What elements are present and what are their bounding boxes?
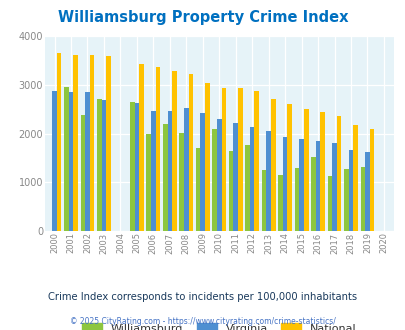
Bar (249, 127, 254, 231)
Bar (364, 152, 369, 231)
Bar (101, 100, 106, 231)
Bar (134, 104, 139, 231)
Bar (277, 175, 282, 231)
Bar (348, 150, 352, 231)
Text: © 2025 CityRating.com - https://www.cityrating.com/crime-statistics/: © 2025 CityRating.com - https://www.city… (70, 317, 335, 326)
Bar (97, 99, 101, 231)
Bar (172, 71, 176, 231)
Bar (146, 134, 151, 231)
Bar (270, 99, 275, 231)
Bar (80, 115, 85, 231)
Bar (336, 115, 341, 231)
Bar (360, 167, 364, 231)
Bar (68, 92, 73, 231)
Bar (85, 92, 90, 231)
Legend: Williamsburg, Virginia, National: Williamsburg, Virginia, National (77, 318, 360, 330)
Bar (155, 67, 160, 231)
Bar (52, 91, 57, 231)
Bar (73, 55, 78, 231)
Bar (261, 170, 266, 231)
Bar (228, 151, 233, 231)
Bar (294, 168, 298, 231)
Bar (221, 88, 226, 231)
Bar (303, 109, 308, 231)
Bar (237, 88, 242, 231)
Bar (233, 123, 237, 231)
Bar (167, 111, 172, 231)
Bar (195, 148, 200, 231)
Bar (315, 142, 320, 231)
Bar (254, 91, 258, 231)
Bar (151, 111, 155, 231)
Bar (64, 87, 68, 231)
Bar (57, 53, 61, 231)
Bar (320, 112, 324, 231)
Bar (245, 145, 249, 231)
Bar (352, 125, 357, 231)
Text: Williamsburg Property Crime Index: Williamsburg Property Crime Index (58, 10, 347, 25)
Bar (331, 143, 336, 231)
Bar (106, 56, 111, 231)
Bar (298, 140, 303, 231)
Bar (179, 133, 183, 231)
Bar (90, 55, 94, 231)
Bar (327, 176, 331, 231)
Bar (162, 124, 167, 231)
Bar (282, 137, 287, 231)
Bar (216, 119, 221, 231)
Bar (343, 169, 348, 231)
Bar (200, 113, 205, 231)
Bar (212, 129, 216, 231)
Bar (205, 83, 209, 231)
Bar (183, 108, 188, 231)
Bar (266, 131, 270, 231)
Bar (130, 103, 134, 231)
Bar (188, 74, 193, 231)
Bar (310, 156, 315, 231)
Bar (287, 105, 291, 231)
Text: Crime Index corresponds to incidents per 100,000 inhabitants: Crime Index corresponds to incidents per… (48, 292, 357, 302)
Bar (139, 64, 143, 231)
Bar (369, 129, 373, 231)
